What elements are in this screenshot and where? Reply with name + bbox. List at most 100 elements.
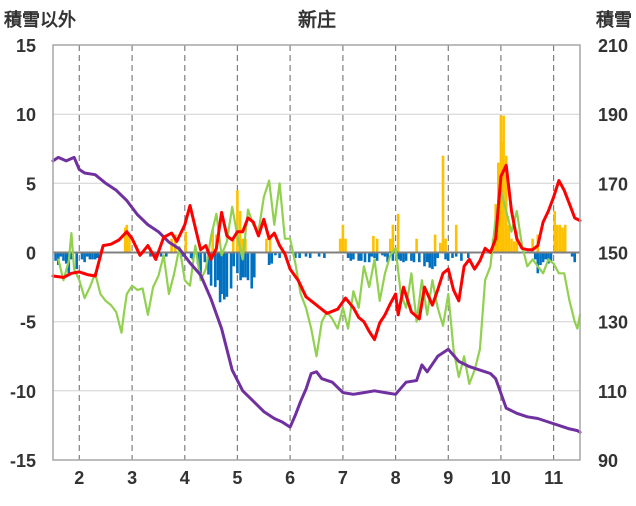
bar-4-10 bbox=[86, 252, 89, 257]
left-axis-label: 積雪以外 bbox=[3, 9, 76, 30]
bar-3-15 bbox=[338, 238, 342, 253]
bar-3-42 bbox=[553, 211, 556, 253]
bar-4-27 bbox=[207, 252, 210, 275]
bar-4-8 bbox=[80, 252, 84, 260]
bar-3-11 bbox=[241, 238, 244, 253]
x-tick-label: 6 bbox=[285, 468, 295, 488]
bar-3-27 bbox=[444, 238, 447, 253]
bar-4-60 bbox=[367, 252, 371, 263]
bar-3-37 bbox=[510, 238, 513, 253]
right-tick-label: 90 bbox=[598, 451, 618, 471]
bar-3-16 bbox=[341, 224, 345, 253]
left-tick-label: -5 bbox=[20, 313, 36, 333]
bar-4-26 bbox=[203, 252, 207, 263]
bar-3-8 bbox=[231, 238, 235, 253]
bar-3-28 bbox=[454, 224, 458, 253]
left-axis-ticks: -15 -10 -5 0 5 10 15 bbox=[10, 36, 36, 471]
x-tick-label: 10 bbox=[491, 468, 511, 488]
bar-4-23 bbox=[191, 252, 194, 260]
bar-4-46 bbox=[274, 252, 277, 256]
bar-4-41 bbox=[246, 252, 250, 281]
bar-3-4 bbox=[174, 234, 177, 253]
bar-3-24 bbox=[433, 234, 437, 253]
bar-3-39 bbox=[515, 231, 519, 253]
bar-3-46 bbox=[563, 224, 567, 253]
bar-4-6 bbox=[70, 252, 73, 260]
bar-4-92 bbox=[547, 252, 550, 264]
bar-4-17 bbox=[154, 252, 158, 257]
bar-3-20 bbox=[389, 238, 392, 253]
bar-4-45 bbox=[270, 252, 273, 264]
bar-4-53 bbox=[323, 252, 326, 258]
bar-4-94 bbox=[570, 252, 574, 257]
bar-4-95 bbox=[573, 252, 576, 263]
left-tick-label: 10 bbox=[16, 105, 36, 125]
x-tick-label: 5 bbox=[232, 468, 242, 488]
bar-4-79 bbox=[433, 252, 437, 267]
bar-3-12 bbox=[244, 238, 247, 253]
bar-3-26 bbox=[441, 155, 445, 253]
bar-4-91 bbox=[544, 252, 547, 260]
bar-4-62 bbox=[373, 252, 376, 258]
bar-3-40 bbox=[531, 238, 534, 253]
bar-4-48 bbox=[294, 252, 297, 258]
bar-4-51 bbox=[308, 252, 312, 258]
bar-4-69 bbox=[399, 252, 403, 261]
x-tick-label: 8 bbox=[391, 468, 401, 488]
bar-3-18 bbox=[372, 235, 375, 253]
right-tick-label: 150 bbox=[598, 244, 628, 264]
bar-4-52 bbox=[317, 252, 321, 257]
bar-4-38 bbox=[239, 252, 242, 281]
bar-4-76 bbox=[425, 252, 429, 263]
bar-3-6 bbox=[211, 229, 214, 253]
bar-4-49 bbox=[298, 252, 301, 258]
bar-4-31 bbox=[218, 252, 222, 303]
bar-4-12 bbox=[91, 252, 94, 260]
bar-4-68 bbox=[396, 252, 400, 260]
bar-4-25 bbox=[199, 252, 202, 274]
bar-4-9 bbox=[83, 252, 86, 263]
bar-4-80 bbox=[436, 252, 439, 258]
bar-4-73 bbox=[412, 252, 416, 263]
left-tick-label: 15 bbox=[16, 36, 36, 56]
bar-4-64 bbox=[381, 252, 384, 256]
bar-4-67 bbox=[391, 252, 395, 261]
bar-3-17 bbox=[344, 238, 347, 253]
bar-4-55 bbox=[349, 252, 353, 261]
bar-3-43 bbox=[556, 224, 559, 253]
chart-title: 新庄 bbox=[298, 8, 336, 31]
bar-4-71 bbox=[404, 252, 408, 261]
bar-4-32 bbox=[220, 252, 223, 294]
bar-4-81 bbox=[444, 252, 447, 260]
right-tick-label: 190 bbox=[598, 105, 628, 125]
bar-4-2 bbox=[59, 252, 63, 257]
bar-3-1 bbox=[125, 224, 129, 253]
bar-4-28 bbox=[209, 252, 213, 286]
bar-3-45 bbox=[561, 227, 564, 253]
bar-3-19 bbox=[375, 238, 379, 253]
line-series-1 bbox=[57, 179, 582, 385]
bar-4-57 bbox=[357, 252, 360, 261]
bar-4-90 bbox=[541, 252, 545, 263]
right-tick-label: 110 bbox=[598, 382, 627, 402]
bar-4-44 bbox=[267, 252, 271, 265]
bar-4-82 bbox=[446, 252, 450, 261]
bar-4-43 bbox=[253, 252, 256, 278]
x-tick-label: 11 bbox=[544, 468, 563, 488]
x-tick-label: 7 bbox=[338, 468, 348, 488]
bar-4-77 bbox=[428, 252, 432, 268]
left-tick-label: 0 bbox=[26, 244, 36, 264]
bar-4-37 bbox=[236, 252, 239, 274]
bar-3-22 bbox=[396, 213, 400, 253]
bar-4-4 bbox=[64, 252, 68, 264]
bar-4-88 bbox=[536, 252, 540, 274]
bar-3-0 bbox=[123, 227, 127, 253]
right-axis-label: 積雪 bbox=[595, 9, 632, 30]
bar-3-2 bbox=[128, 235, 131, 253]
line-series-2 bbox=[51, 155, 582, 434]
bar-3-38 bbox=[512, 241, 516, 253]
bar-4-47 bbox=[278, 252, 281, 258]
bar-4-89 bbox=[539, 252, 542, 265]
bar-4-7 bbox=[75, 252, 78, 270]
